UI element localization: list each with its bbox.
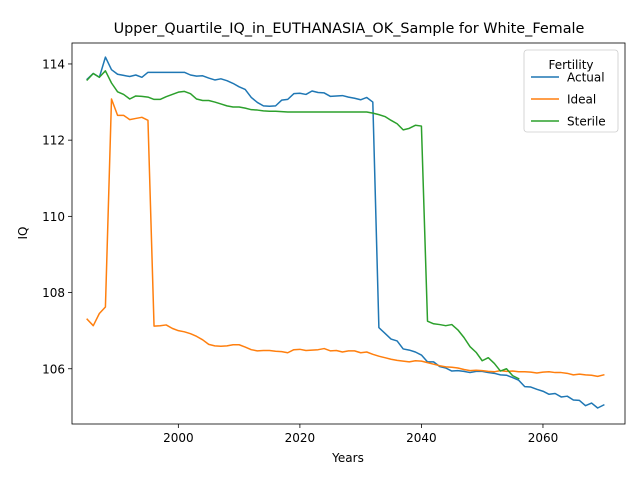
x-tick-label: 2000 <box>163 431 194 445</box>
chart-title: Upper_Quartile_IQ_in_EUTHANASIA_OK_Sampl… <box>114 21 585 37</box>
legend-label-actual: Actual <box>567 71 605 85</box>
y-tick-label: 108 <box>42 286 65 300</box>
axes-frame <box>71 42 626 425</box>
y-axis-label: IQ <box>16 227 30 240</box>
x-tick-label: 2020 <box>285 431 316 445</box>
y-tick-label: 110 <box>42 210 65 224</box>
y-tick-label: 114 <box>42 57 65 71</box>
legend-label-sterile: Sterile <box>567 115 606 129</box>
series-line-ideal <box>86 98 605 378</box>
plot-area <box>86 56 605 409</box>
legend-title: Fertility <box>548 58 593 72</box>
x-axis: 2000 2020 2040 2060 <box>163 424 558 445</box>
x-tick-label: 2060 <box>528 431 559 445</box>
legend-label-ideal: Ideal <box>567 93 596 107</box>
series-line-actual <box>86 56 605 409</box>
y-tick-label: 106 <box>42 362 65 376</box>
y-axis: 106 108 110 112 114 <box>42 57 72 376</box>
y-tick-label: 112 <box>42 134 65 148</box>
legend-box <box>523 49 619 133</box>
legend-items: Actual Ideal Sterile <box>531 71 606 129</box>
x-tick-label: 2040 <box>406 431 437 445</box>
legend: Fertility Actual Ideal Sterile <box>523 49 619 133</box>
x-axis-label: Years <box>331 451 364 465</box>
series-line-sterile <box>86 70 520 380</box>
